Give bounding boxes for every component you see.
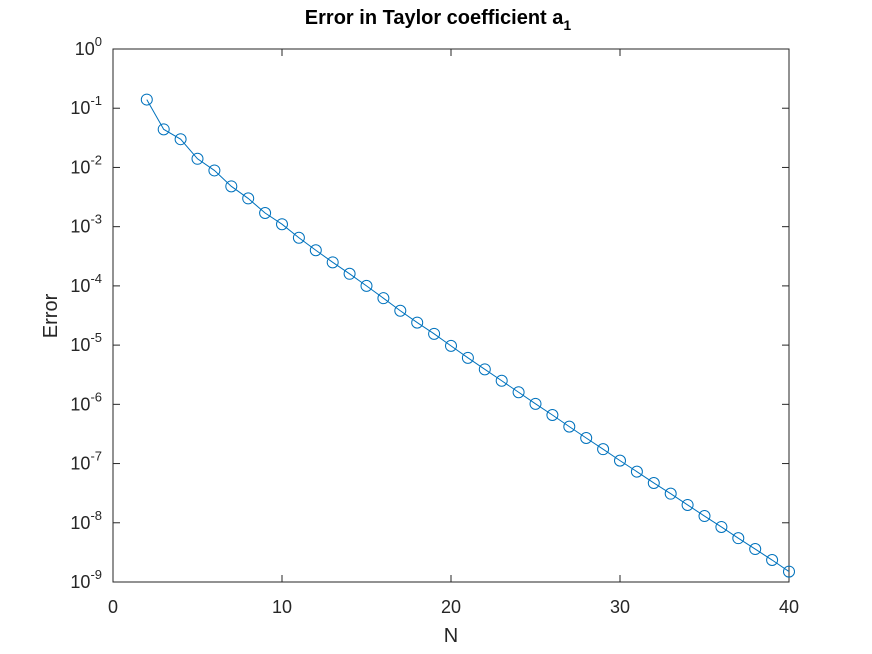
data-point <box>259 207 272 220</box>
data-point <box>225 180 238 193</box>
y-tick-base: 10 <box>70 513 90 533</box>
data-point <box>512 386 525 399</box>
data-point <box>766 554 779 567</box>
data-point <box>546 409 559 422</box>
y-tick-base: 10 <box>70 276 90 296</box>
data-point <box>377 292 390 305</box>
data-point <box>360 279 373 292</box>
data-point <box>597 443 610 456</box>
y-tick-label: 10-6 <box>70 389 102 414</box>
y-tick-exponent: -2 <box>90 152 102 167</box>
x-tick-label: 0 <box>108 597 118 617</box>
series-line <box>146 99 790 572</box>
y-tick-exponent: -3 <box>90 212 102 227</box>
data-point <box>478 363 491 376</box>
y-tick-label: 10-1 <box>70 93 102 118</box>
data-point <box>326 256 339 269</box>
y-tick-base: 10 <box>70 394 90 414</box>
data-point <box>343 267 356 280</box>
data-point <box>309 244 322 257</box>
y-tick-exponent: -7 <box>90 449 102 464</box>
y-tick-base: 10 <box>70 98 90 118</box>
data-point <box>394 304 407 317</box>
data-point <box>698 510 711 523</box>
x-axis: 0 10 20 30 40 <box>108 49 799 617</box>
y-tick-label: 10-9 <box>70 567 102 592</box>
data-point <box>681 498 694 511</box>
data-point <box>529 397 542 410</box>
data-point <box>732 532 745 545</box>
data-point <box>445 339 457 352</box>
data-point <box>630 465 643 478</box>
x-axis-label: N <box>444 625 458 647</box>
data-point <box>461 351 474 364</box>
y-axis-label: Error <box>40 293 62 338</box>
data-point <box>191 152 204 165</box>
y-tick-label: 10-7 <box>70 449 102 474</box>
data-point <box>495 374 508 387</box>
x-tick-label: 20 <box>441 597 461 617</box>
y-tick-base: 10 <box>70 454 90 474</box>
data-point <box>411 316 424 329</box>
y-tick-exponent: -8 <box>90 508 102 523</box>
y-tick-base: 10 <box>70 335 90 355</box>
data-point <box>276 218 288 231</box>
y-tick-label: 10-8 <box>70 508 102 533</box>
y-tick-label: 10-3 <box>70 212 102 237</box>
y-tick-exponent: -1 <box>90 93 102 108</box>
chart-title: Error in Taylor coefficient a1 <box>305 7 572 33</box>
data-point <box>208 164 221 177</box>
data-point <box>647 476 660 489</box>
data-point <box>664 487 677 500</box>
data-point <box>157 123 170 136</box>
y-tick-base: 10 <box>70 217 90 237</box>
data-point <box>242 192 255 205</box>
y-tick-base: 10 <box>70 572 90 592</box>
y-tick-base: 10 <box>75 39 95 59</box>
y-tick-base: 10 <box>70 157 90 177</box>
y-tick-exponent: -9 <box>90 567 102 582</box>
y-tick-label: 10-2 <box>70 152 102 177</box>
data-point <box>174 133 187 146</box>
data-point <box>140 93 153 106</box>
data-point <box>749 543 762 556</box>
y-tick-exponent: -4 <box>90 271 102 286</box>
chart-title-text: Error in Taylor coefficient a <box>305 7 564 29</box>
data-point <box>292 231 305 244</box>
y-tick-label: 10-4 <box>70 271 102 296</box>
x-tick-label: 40 <box>779 597 799 617</box>
series-group <box>140 93 795 578</box>
chart-title-subscript: 1 <box>563 17 571 33</box>
y-tick-exponent: 0 <box>95 34 102 49</box>
y-tick-label: 100 <box>75 34 102 59</box>
data-point <box>715 520 728 533</box>
plot-area <box>112 48 790 583</box>
data-point <box>428 327 441 340</box>
y-tick-exponent: -5 <box>90 330 102 345</box>
data-point <box>580 432 593 445</box>
x-tick-label: 10 <box>272 597 292 617</box>
data-point <box>614 454 626 467</box>
y-tick-label: 10-5 <box>70 330 102 355</box>
y-tick-exponent: -6 <box>90 389 102 404</box>
data-point <box>563 420 576 433</box>
x-tick-label: 30 <box>610 597 630 617</box>
data-point <box>783 565 795 578</box>
